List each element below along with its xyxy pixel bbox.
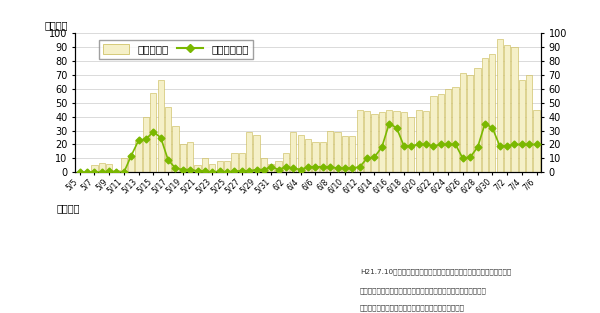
Bar (371, 114, 377, 172)
Bar (356, 110, 363, 172)
Bar (334, 132, 341, 172)
Bar (475, 68, 481, 172)
Bar (187, 142, 193, 172)
Bar (489, 54, 496, 172)
Bar (504, 45, 510, 172)
Bar (511, 47, 518, 172)
Bar (217, 161, 223, 172)
Bar (91, 165, 98, 172)
Bar (298, 135, 304, 172)
Bar (128, 157, 134, 172)
Bar (482, 58, 488, 172)
Bar (342, 136, 348, 172)
Bar (430, 96, 437, 172)
Bar (437, 94, 444, 172)
Bar (533, 110, 539, 172)
Text: （大阪府新型インフルエンザ対策本部会議資料より）: （大阪府新型インフルエンザ対策本部会議資料より） (360, 305, 465, 311)
Legend: 全国の状況, 大阪府の状況: 全国の状況, 大阪府の状況 (99, 39, 253, 59)
Bar (136, 140, 142, 172)
Bar (113, 170, 119, 172)
Bar (408, 117, 415, 172)
Bar (445, 89, 451, 172)
Bar (452, 87, 458, 172)
Bar (202, 158, 208, 172)
Bar (467, 75, 473, 172)
Bar (386, 110, 392, 172)
Bar (423, 111, 429, 172)
Bar (305, 139, 311, 172)
Bar (327, 131, 334, 172)
Bar (121, 158, 127, 172)
Bar (150, 93, 157, 172)
Bar (253, 135, 260, 172)
Bar (172, 126, 179, 172)
Bar (261, 158, 267, 172)
Text: （人数）: （人数） (45, 20, 68, 30)
Bar (143, 117, 149, 172)
Bar (379, 112, 385, 172)
Bar (239, 153, 245, 172)
Bar (275, 161, 282, 172)
Bar (194, 165, 200, 172)
Bar (98, 163, 105, 172)
Bar (518, 80, 525, 172)
Bar (394, 111, 400, 172)
Bar (364, 111, 370, 172)
Bar (460, 73, 466, 172)
Bar (209, 164, 215, 172)
Bar (179, 145, 186, 172)
Bar (106, 164, 112, 172)
Bar (497, 38, 503, 172)
Bar (268, 164, 274, 172)
Bar (290, 132, 296, 172)
Bar (231, 153, 238, 172)
Bar (165, 107, 171, 172)
Bar (416, 110, 422, 172)
Bar (313, 142, 319, 172)
Text: 全国数は国立感染症研究所感染症情報センターホームページより: 全国数は国立感染症研究所感染症情報センターホームページより (360, 288, 487, 294)
Text: H21.7.10現在の速報値：今後の調査により変更することがあります。: H21.7.10現在の速報値：今後の調査により変更することがあります。 (360, 269, 511, 275)
Bar (158, 80, 164, 172)
Bar (246, 132, 252, 172)
Bar (526, 75, 532, 172)
Bar (224, 161, 230, 172)
Bar (349, 136, 355, 172)
Bar (283, 153, 289, 172)
Text: （日付）: （日付） (56, 203, 80, 213)
Bar (401, 112, 407, 172)
Bar (320, 142, 326, 172)
